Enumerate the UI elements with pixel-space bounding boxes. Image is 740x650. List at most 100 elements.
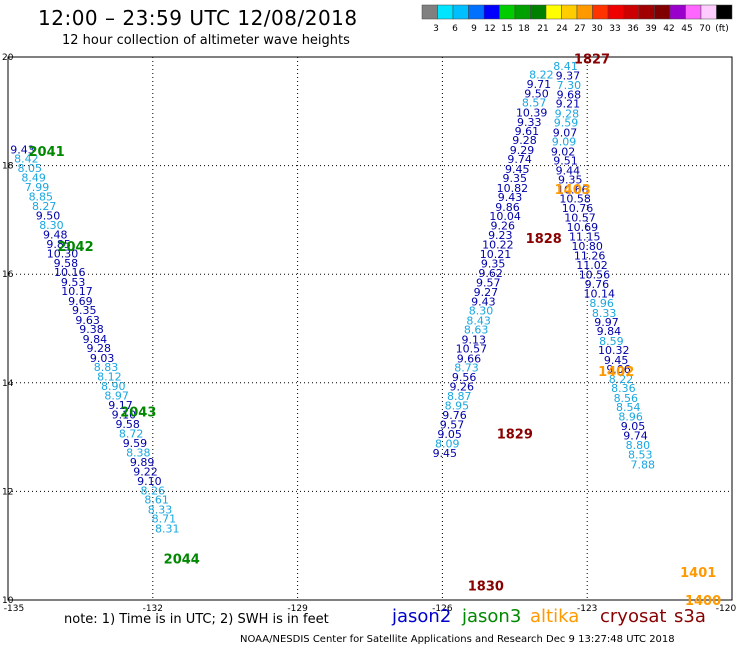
wave-height-label: 9.28 bbox=[512, 134, 537, 147]
x-tick-label: -126 bbox=[432, 604, 453, 614]
wave-height-label: 9.10 bbox=[137, 475, 162, 488]
wave-height-label: 9.48 bbox=[43, 229, 68, 242]
wave-height-label: 9.86 bbox=[495, 201, 520, 214]
color-scale-swatch bbox=[607, 4, 624, 20]
wave-height-label: 9.84 bbox=[597, 325, 622, 338]
pass-label: 1830 bbox=[468, 579, 504, 594]
wave-height-label: 10.21 bbox=[480, 248, 512, 261]
wave-height-label: 9.62 bbox=[478, 267, 503, 280]
color-scale-label: 9 bbox=[471, 24, 477, 34]
wave-height-label: 10.69 bbox=[567, 221, 599, 234]
wave-height-label: 8.54 bbox=[616, 401, 641, 414]
wave-height-label: 9.58 bbox=[115, 418, 140, 431]
wave-height-label: 10.04 bbox=[489, 210, 521, 223]
pass-label: 2043 bbox=[120, 406, 156, 421]
wave-height-label: 9.76 bbox=[442, 409, 467, 422]
color-scale-label: 45 bbox=[681, 24, 692, 34]
wave-height-label: 8.71 bbox=[152, 513, 177, 526]
wave-height-label: 8.63 bbox=[464, 324, 489, 337]
color-scale-label: (ft) bbox=[715, 24, 729, 34]
wave-height-label: 8.90 bbox=[101, 380, 126, 393]
wave-height-label: 8.61 bbox=[144, 494, 169, 507]
color-scale-label: 15 bbox=[501, 24, 512, 34]
wave-height-label: 9.05 bbox=[437, 428, 462, 441]
wave-height-label: 8.95 bbox=[445, 400, 470, 413]
color-scale-label: 36 bbox=[627, 24, 639, 34]
pass-label: 1828 bbox=[526, 232, 562, 247]
wave-height-label: 9.06 bbox=[606, 363, 631, 376]
wave-height-label: 8.73 bbox=[454, 362, 479, 375]
wave-height-label: 8.22 bbox=[529, 68, 554, 81]
wave-height-label: 10.30 bbox=[47, 248, 79, 261]
wave-height-label: 9.13 bbox=[462, 333, 487, 346]
pass-label: 2044 bbox=[164, 552, 200, 567]
wave-height-label: 9.21 bbox=[556, 98, 581, 111]
wave-height-label: 11.15 bbox=[569, 231, 601, 244]
wave-height-label: 9.28 bbox=[86, 342, 111, 355]
wave-height-label: 9.28 bbox=[555, 107, 580, 120]
wave-height-label: 8.96 bbox=[589, 297, 614, 310]
color-scale-swatch bbox=[576, 4, 593, 20]
pass-label: 2041 bbox=[29, 145, 65, 160]
color-scale-label: 3 bbox=[433, 24, 439, 34]
wave-height-label: 8.26 bbox=[141, 484, 166, 497]
color-scale-swatch bbox=[499, 4, 516, 20]
wave-height-label: 10.17 bbox=[61, 285, 93, 298]
wave-height-label: 8.30 bbox=[469, 305, 494, 318]
pass-label: 1827 bbox=[574, 53, 610, 68]
wave-height-label: 8.31 bbox=[155, 522, 180, 535]
wave-height-label: 9.58 bbox=[54, 257, 79, 270]
wave-height-label: 9.10 bbox=[112, 408, 137, 421]
wave-height-label: 9.57 bbox=[440, 419, 465, 432]
wave-height-label: 8.33 bbox=[592, 307, 617, 320]
wave-height-label: 9.51 bbox=[553, 155, 578, 168]
wave-height-label: 9.68 bbox=[557, 88, 582, 101]
wave-height-label: 9.50 bbox=[524, 87, 549, 100]
x-tick-label: -120 bbox=[716, 604, 737, 614]
legend-altika: altika bbox=[530, 606, 580, 627]
wave-height-label: 8.12 bbox=[97, 370, 122, 383]
color-scale-swatch bbox=[700, 4, 717, 20]
pass-label: 1400 bbox=[685, 594, 721, 609]
wave-height-label: 8.42 bbox=[14, 153, 39, 166]
wave-height-label: 8.80 bbox=[626, 439, 651, 452]
wave-height-label: 9.43 bbox=[471, 295, 496, 308]
wave-height-label: 9.59 bbox=[123, 437, 148, 450]
wave-height-label: 8.97 bbox=[104, 389, 129, 402]
color-scale-swatch bbox=[638, 4, 655, 20]
y-tick-label: 12 bbox=[2, 487, 13, 497]
color-scale-swatch bbox=[545, 4, 562, 20]
wave-height-label: 11.02 bbox=[576, 259, 608, 272]
wave-height-label: 8.83 bbox=[94, 361, 119, 374]
wave-height-label: 7.30 bbox=[557, 79, 582, 92]
wave-height-label: 8.36 bbox=[611, 382, 636, 395]
x-tick-label: -123 bbox=[577, 604, 597, 614]
y-tick-label: 18 bbox=[2, 162, 14, 172]
color-scale-swatch bbox=[530, 4, 547, 20]
wave-height-label: 9.02 bbox=[551, 145, 576, 158]
color-scale-label: 6 bbox=[452, 24, 458, 34]
wave-height-label: 9.35 bbox=[72, 304, 97, 317]
y-tick-label: 14 bbox=[2, 379, 14, 389]
wave-height-label: 10.22 bbox=[482, 238, 514, 251]
wave-height-label: 10.57 bbox=[456, 343, 488, 356]
wave-height-label: 9.43 bbox=[10, 143, 35, 156]
wave-height-label: 8.96 bbox=[618, 410, 643, 423]
wave-height-label: 8.72 bbox=[119, 427, 144, 440]
wave-height-label: 9.76 bbox=[585, 278, 610, 291]
wave-height-label: 8.85 bbox=[29, 191, 54, 204]
chart-subtitle: 12 hour collection of altimeter wave hei… bbox=[62, 33, 350, 48]
wave-height-label: 8.56 bbox=[614, 392, 639, 405]
wave-height-label: 10.58 bbox=[559, 193, 591, 206]
pass-label: 1401 bbox=[680, 566, 716, 581]
wave-height-label: 9.29 bbox=[510, 144, 535, 157]
color-scale-label: 12 bbox=[484, 24, 495, 34]
wave-height-label: 9.69 bbox=[68, 295, 93, 308]
wave-height-label: 9.37 bbox=[556, 69, 581, 82]
x-tick-label: -135 bbox=[4, 604, 24, 614]
wave-height-label: 9.17 bbox=[108, 399, 133, 412]
color-scale-swatch bbox=[468, 4, 485, 20]
wave-height-label: 9.27 bbox=[474, 286, 499, 299]
wave-height-label: 8.33 bbox=[148, 503, 173, 516]
color-scale-swatch bbox=[421, 4, 438, 20]
